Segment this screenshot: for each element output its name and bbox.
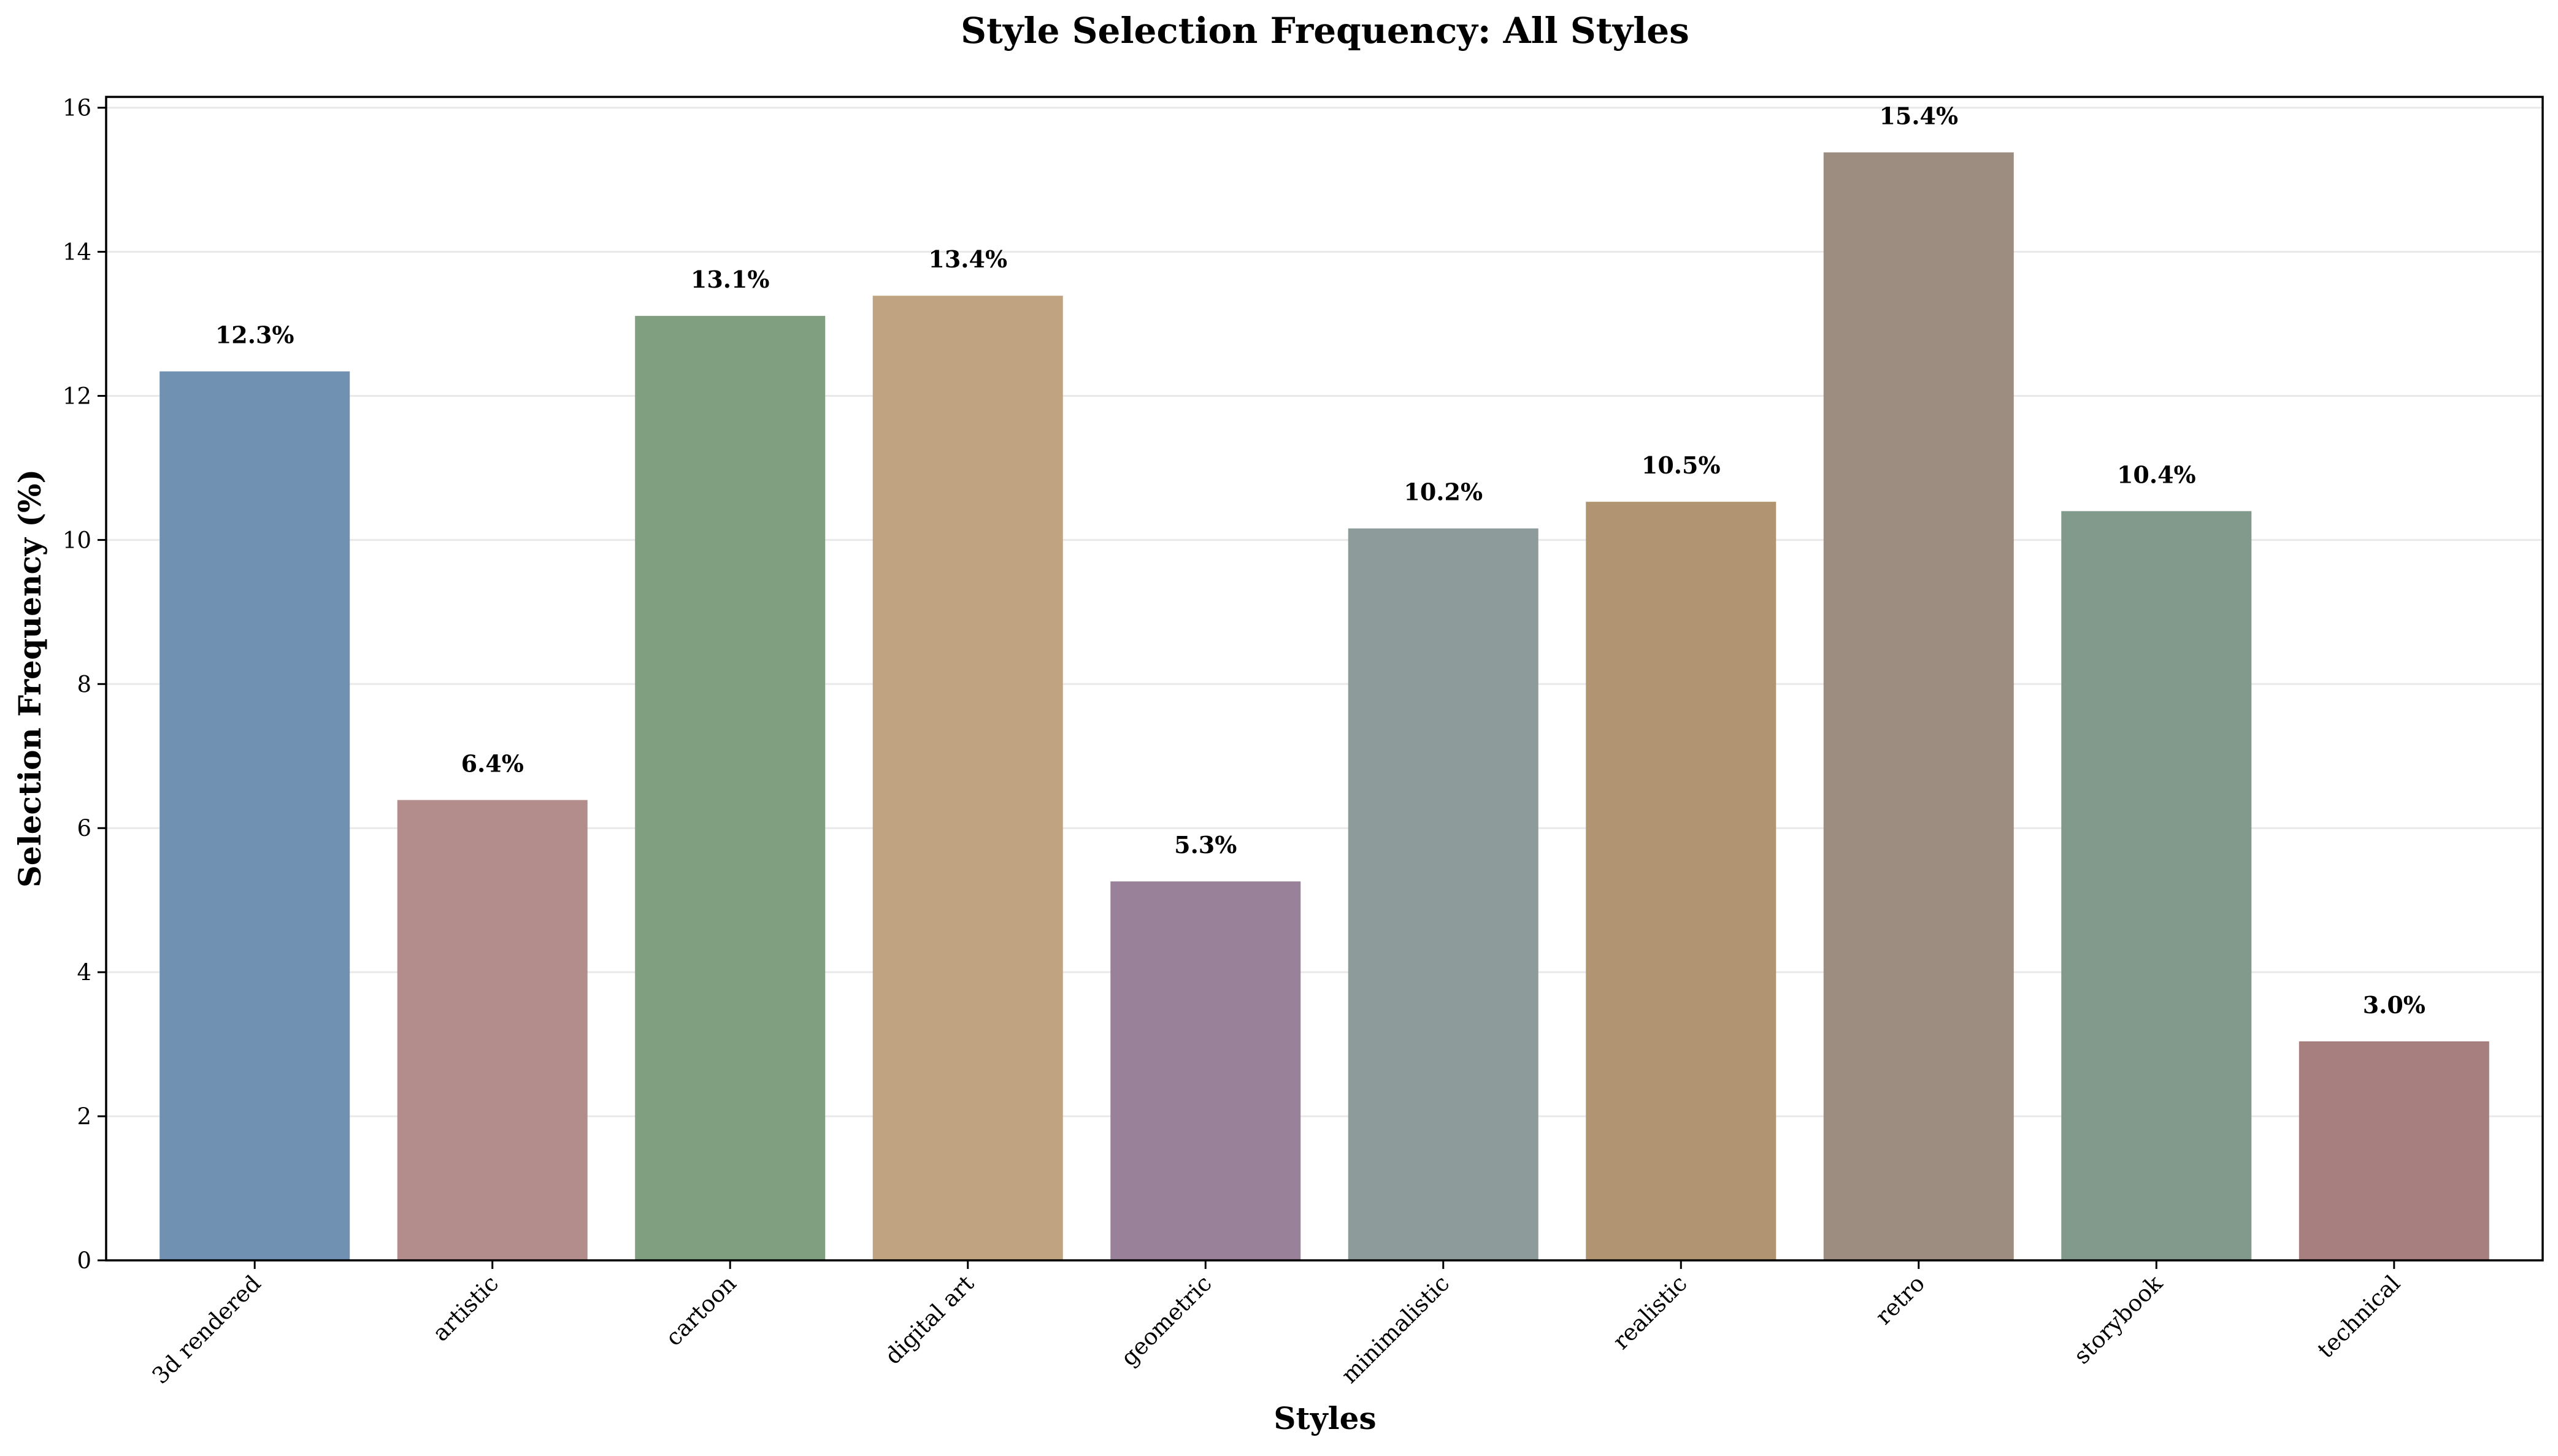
bar-cartoon — [635, 316, 826, 1261]
x-tick-label: storybook — [2068, 1270, 2168, 1370]
y-tick-label: 6 — [77, 815, 91, 841]
x-tick-label: minimalistic — [1336, 1270, 1454, 1389]
bar-storybook — [2061, 511, 2252, 1260]
y-tick-label: 8 — [77, 671, 91, 697]
data-label: 10.4% — [2117, 461, 2196, 488]
data-labels: 12.3% 6.4% 13.1% 13.4% 5.3% 10.2% 10.5% 15.4% 10… — [215, 102, 2425, 1018]
bar-minimalistic — [1348, 528, 1538, 1260]
x-tick-label: artistic — [428, 1270, 504, 1346]
y-tick-label: 14 — [63, 239, 91, 266]
bars — [159, 152, 2489, 1261]
x-tick-label: digital art — [880, 1270, 979, 1370]
data-label: 3.0% — [2363, 991, 2425, 1019]
data-label: 12.3% — [215, 321, 294, 349]
y-tick-label: 4 — [77, 959, 91, 986]
bar-artistic — [397, 800, 588, 1260]
data-label: 13.4% — [928, 245, 1007, 273]
y-tick-label: 16 — [63, 95, 91, 121]
x-tick-label: technical — [2312, 1270, 2405, 1363]
x-axis-ticks: 3d rendered artistic cartoon digital art geo… — [147, 1260, 2405, 1389]
y-tick-label: 2 — [77, 1103, 91, 1130]
y-tick-label: 12 — [63, 383, 91, 409]
data-label: 10.2% — [1404, 478, 1483, 506]
data-label: 15.4% — [1879, 102, 1958, 129]
data-label: 10.5% — [1642, 451, 1721, 479]
bar-realistic — [1586, 502, 1776, 1260]
bar-3d-rendered — [159, 371, 350, 1260]
x-tick-label: cartoon — [661, 1270, 742, 1351]
bar-geometric — [1110, 881, 1301, 1260]
plot-frame — [105, 96, 2544, 1262]
x-axis-label: Styles — [1273, 1400, 1376, 1436]
data-label: 13.1% — [691, 266, 770, 293]
y-tick-label: 10 — [63, 527, 91, 553]
data-label: 5.3% — [1174, 831, 1237, 859]
x-tick-label: retro — [1870, 1270, 1930, 1330]
x-tick-label: realistic — [1608, 1270, 1692, 1355]
bar-digital-art — [872, 296, 1063, 1261]
bar-technical — [2299, 1041, 2489, 1260]
y-axis-ticks: 0 2 4 6 8 10 12 14 16 — [63, 95, 106, 1274]
data-label: 6.4% — [461, 749, 524, 777]
x-tick-label: 3d rendered — [147, 1270, 266, 1389]
x-tick-label: geometric — [1116, 1270, 1217, 1371]
bar-retro — [1823, 152, 2014, 1261]
chart-title: Style Selection Frequency: All Styles — [961, 10, 1689, 52]
y-axis-label: Selection Frequency (%) — [12, 469, 48, 887]
y-tick-label: 0 — [77, 1247, 91, 1274]
